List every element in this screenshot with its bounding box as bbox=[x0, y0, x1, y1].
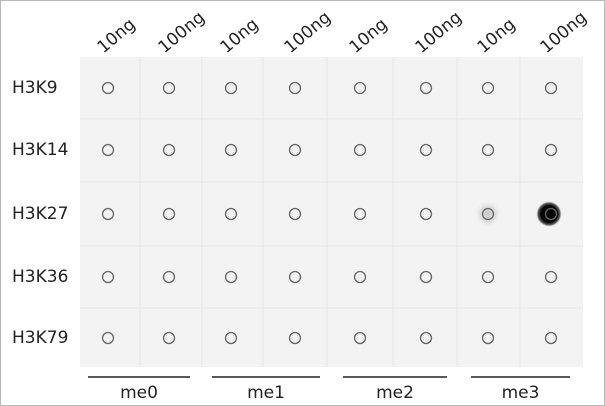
row-label: H3K27 bbox=[12, 204, 68, 224]
spot-outline bbox=[544, 331, 558, 345]
group-label: me3 bbox=[502, 383, 540, 403]
spot-outline bbox=[481, 270, 495, 284]
spot-outline bbox=[353, 81, 367, 95]
spot-outline bbox=[288, 81, 302, 95]
row-label: H3K79 bbox=[12, 328, 68, 348]
strong-signal bbox=[536, 201, 562, 227]
spot-outline bbox=[481, 331, 495, 345]
spot-outline bbox=[162, 270, 176, 284]
spot-outline bbox=[162, 81, 176, 95]
spot-outline bbox=[288, 270, 302, 284]
membrane bbox=[80, 57, 583, 367]
spot-outline bbox=[101, 331, 115, 345]
row-label: H3K36 bbox=[12, 267, 68, 287]
spot-outline bbox=[162, 207, 176, 221]
spot-outline bbox=[419, 207, 433, 221]
spot-outline bbox=[288, 207, 302, 221]
spot-outline bbox=[224, 143, 238, 157]
row-label: H3K9 bbox=[12, 78, 58, 98]
spot-outline bbox=[544, 270, 558, 284]
spot-outline bbox=[288, 331, 302, 345]
spot-outline bbox=[419, 270, 433, 284]
spot-outline bbox=[224, 331, 238, 345]
spot-outline bbox=[419, 81, 433, 95]
spot-outline bbox=[224, 207, 238, 221]
spot-outline bbox=[481, 81, 495, 95]
spot-outline bbox=[353, 331, 367, 345]
group-label: me2 bbox=[376, 383, 414, 403]
spot-outline bbox=[162, 331, 176, 345]
spot-outline bbox=[544, 81, 558, 95]
spot-outline bbox=[224, 81, 238, 95]
spot-outline bbox=[419, 143, 433, 157]
spot-outline bbox=[162, 143, 176, 157]
spot-outline bbox=[353, 270, 367, 284]
spot-outline bbox=[353, 143, 367, 157]
spot-outline bbox=[101, 270, 115, 284]
spot-outline bbox=[288, 143, 302, 157]
spot-outline bbox=[481, 143, 495, 157]
row-label: H3K14 bbox=[12, 140, 68, 160]
spot-outline bbox=[101, 81, 115, 95]
group-label: me1 bbox=[247, 383, 285, 403]
spot-outline bbox=[353, 207, 367, 221]
spot-outline bbox=[224, 270, 238, 284]
spot-outline bbox=[419, 331, 433, 345]
weak-signal bbox=[475, 201, 501, 227]
spot-outline bbox=[481, 207, 495, 221]
spot-outline bbox=[544, 143, 558, 157]
spot-outline bbox=[101, 207, 115, 221]
spot-outline bbox=[101, 143, 115, 157]
group-label: me0 bbox=[120, 383, 158, 403]
spot-outline bbox=[544, 207, 558, 221]
